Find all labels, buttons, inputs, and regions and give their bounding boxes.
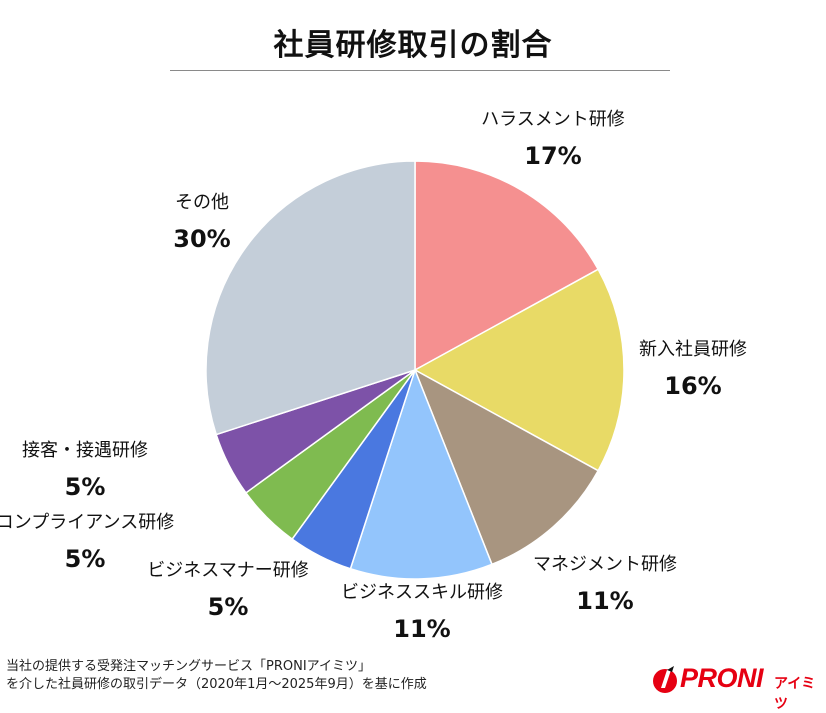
slice-label-5: ビジネスマナー研修 xyxy=(147,560,308,581)
slice-value-7: 5% xyxy=(65,473,106,501)
chart-title: 社員研修取引の割合 xyxy=(273,28,553,63)
slice-label-7: 接客・接遇研修 xyxy=(22,440,148,461)
pie-labels: ハラスメント研修 17% 新入社員研修 16% マネジメント研修 11% ビジネススキル研修… xyxy=(0,109,747,643)
slice-label-2: 新入社員研修 xyxy=(639,339,747,360)
logo-brand-text: PRONI xyxy=(680,663,764,693)
slice-label-4: ビジネススキル研修 xyxy=(341,582,503,603)
pie-slice-8 xyxy=(205,160,416,436)
slice-value-1: 17% xyxy=(524,142,581,170)
slice-value-6: 5% xyxy=(65,545,106,573)
slice-label-1: ハラスメント研修 xyxy=(481,109,625,130)
source-note-line-1: 当社の提供する受発注マッチングサービス「PRONIアイミツ」 xyxy=(6,659,372,674)
pie-slice-4 xyxy=(349,367,493,580)
logo-brand-subtext: アイミツ xyxy=(774,676,816,712)
title-divider xyxy=(170,70,670,71)
pie-slices xyxy=(205,160,625,580)
slice-value-5: 5% xyxy=(208,593,249,621)
proni-logo: PRONI アイミツ xyxy=(650,660,820,712)
source-note-line-2: を介した社員研修の取引データ（2020年1月〜2025年9月）を基に作成 xyxy=(6,677,427,692)
logo-mark-icon xyxy=(653,666,677,693)
slice-label-3: マネジメント研修 xyxy=(533,554,677,575)
slice-value-3: 11% xyxy=(576,587,633,615)
slice-label-8: その他 xyxy=(175,192,229,213)
slice-value-2: 16% xyxy=(664,372,721,400)
pie-slice-2 xyxy=(413,268,625,472)
slice-label-6: コンプライアンス研修 xyxy=(0,512,174,533)
source-note: 当社の提供する受発注マッチングサービス「PRONIアイミツ」 を介した社員研修の… xyxy=(6,658,427,694)
slice-value-8: 30% xyxy=(173,225,230,253)
pie-slice-3 xyxy=(413,368,600,566)
slice-value-4: 11% xyxy=(393,615,450,643)
pie-slice-1 xyxy=(414,160,600,372)
